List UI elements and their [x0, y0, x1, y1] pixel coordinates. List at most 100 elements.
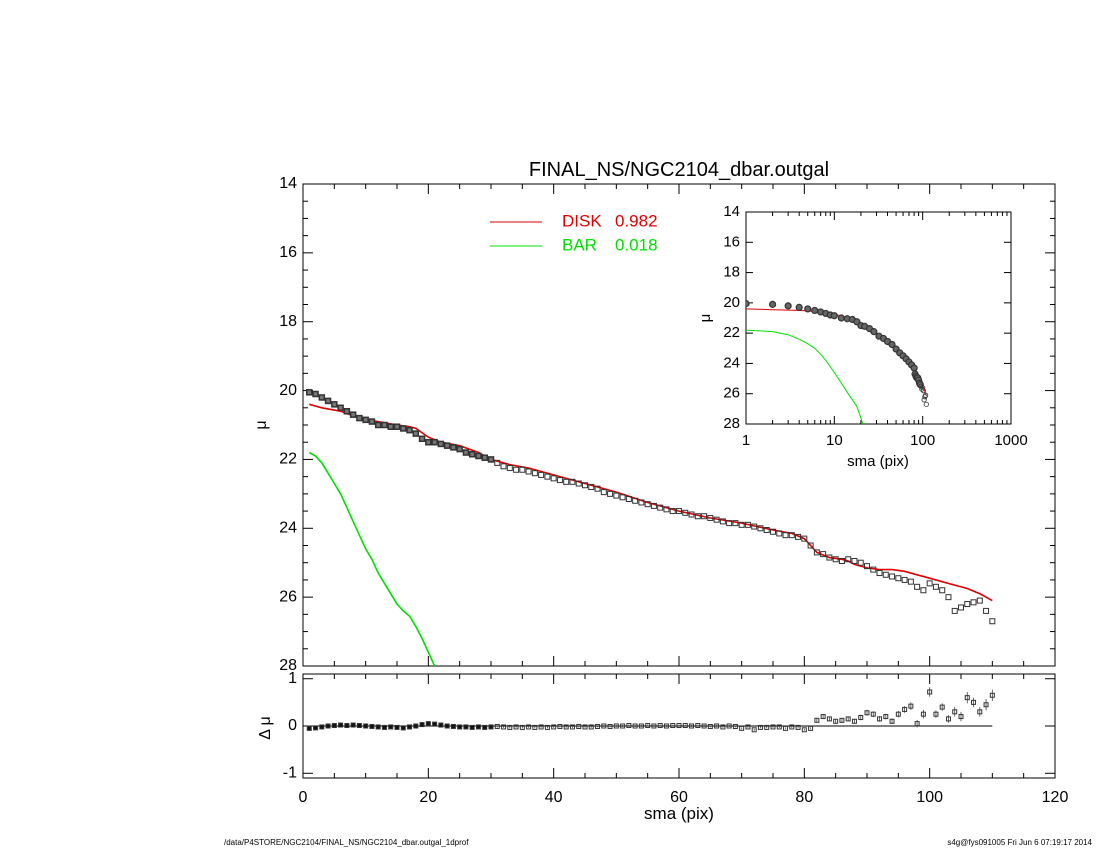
main-x-ticks	[302, 184, 1056, 666]
residual-data-point	[375, 724, 381, 730]
residual-data-point	[526, 724, 532, 730]
inset-data-point	[804, 305, 812, 313]
residual-data-point	[914, 721, 920, 727]
residual-data-point	[864, 710, 870, 716]
main-data-point	[425, 438, 432, 446]
residual-data-point	[306, 725, 312, 731]
main-ytick-label: 16	[279, 244, 297, 261]
residual-series	[306, 687, 995, 733]
main-data-point	[895, 575, 902, 582]
residual-data-point	[701, 723, 707, 729]
residual-xtick-label: 20	[419, 789, 437, 806]
main-data-point	[450, 444, 457, 451]
main-data-point	[550, 475, 557, 482]
residual-data-point	[557, 723, 563, 729]
residual-data-point	[613, 723, 619, 729]
inset-ticks: 14 16 18 20 22 24 26 281 10 100 1000	[723, 203, 1027, 449]
main-data-point	[431, 438, 438, 446]
main-data-point	[412, 430, 420, 437]
main-series	[306, 389, 996, 666]
main-data-point	[556, 477, 563, 484]
residual-x-axis-label: sma (pix)	[644, 804, 714, 823]
inset-plot-frame	[745, 211, 1012, 425]
residual-data-point	[945, 716, 951, 722]
main-data-point	[324, 397, 332, 405]
residual-data-point	[638, 723, 644, 729]
main-data-point	[657, 504, 664, 511]
main-data-point	[707, 514, 714, 521]
residual-data-point	[845, 716, 851, 722]
main-data-point	[807, 542, 814, 549]
residual-data-point	[971, 699, 977, 705]
residual-data-point	[952, 709, 958, 715]
residual-data-point	[319, 724, 325, 730]
main-data-point	[701, 513, 708, 520]
residual-data-point	[757, 724, 763, 730]
main-data-point	[757, 525, 764, 532]
main-data-point	[669, 508, 676, 515]
inset-data-point	[837, 314, 845, 322]
residual-data-point	[651, 723, 657, 729]
residual-data-point	[795, 724, 801, 730]
residual-y-axis-label: Δ μ	[257, 716, 274, 739]
main-data-point	[475, 452, 482, 460]
main-ytick-label: 18	[279, 313, 297, 330]
residual-data-point	[595, 723, 601, 729]
inset-data-point	[923, 401, 929, 407]
residual-data-point	[576, 723, 582, 729]
main-data-point	[845, 556, 852, 563]
main-data-point	[776, 530, 783, 537]
residual-data-point	[801, 727, 807, 733]
inset-data-point	[870, 328, 878, 336]
main-ytick-label: 24	[279, 520, 297, 537]
residual-data-point	[663, 723, 669, 729]
residual-data-point	[507, 724, 513, 730]
main-data-point	[600, 489, 607, 496]
inset-data-point	[784, 302, 792, 310]
main-data-point	[462, 449, 470, 456]
residual-data-point	[620, 723, 626, 729]
main-data-point	[387, 423, 394, 430]
main-data-point	[857, 559, 864, 566]
main-data-point	[619, 494, 626, 501]
residual-data-point	[927, 689, 933, 695]
inset-xtick-label: 10	[826, 432, 843, 449]
main-data-point	[318, 394, 326, 401]
main-plot-panel: 14 16 18 20 22 24 26 28 μ DISK 0.982 BAR 0.018	[253, 175, 1056, 674]
main-data-point	[663, 506, 670, 513]
main-ytick-label: 22	[279, 451, 297, 468]
inset-data-point	[920, 388, 927, 394]
main-data-point	[851, 557, 858, 564]
residual-data-point	[463, 724, 469, 730]
residual-data-point	[325, 723, 331, 729]
main-data-point	[864, 563, 870, 570]
residual-data-point	[739, 725, 745, 731]
inset-data-point	[918, 383, 924, 389]
residual-data-point	[588, 724, 594, 730]
residual-data-point	[877, 716, 883, 722]
residual-xtick-label: 100	[916, 789, 943, 806]
residual-data-point	[569, 724, 575, 730]
residual-data-point	[494, 723, 500, 729]
inset-data-point	[888, 340, 896, 349]
main-data-point	[782, 532, 789, 539]
main-data-point	[676, 508, 682, 515]
residual-data-point	[870, 711, 876, 717]
main-y-axis-label: μ	[253, 420, 270, 429]
residual-data-point	[551, 724, 557, 730]
main-data-point	[939, 587, 946, 594]
residual-data-point	[983, 702, 989, 708]
main-data-point	[349, 411, 357, 418]
main-data-point	[682, 509, 689, 516]
inset-ytick-label: 26	[723, 385, 740, 402]
residual-data-point	[425, 721, 431, 727]
residual-data-point	[400, 725, 406, 731]
residual-data-point	[789, 724, 795, 730]
main-data-point	[644, 501, 651, 508]
main-data-point	[832, 556, 839, 563]
residual-data-point	[732, 723, 738, 729]
main-data-point	[481, 454, 488, 461]
main-data-point	[374, 421, 382, 429]
